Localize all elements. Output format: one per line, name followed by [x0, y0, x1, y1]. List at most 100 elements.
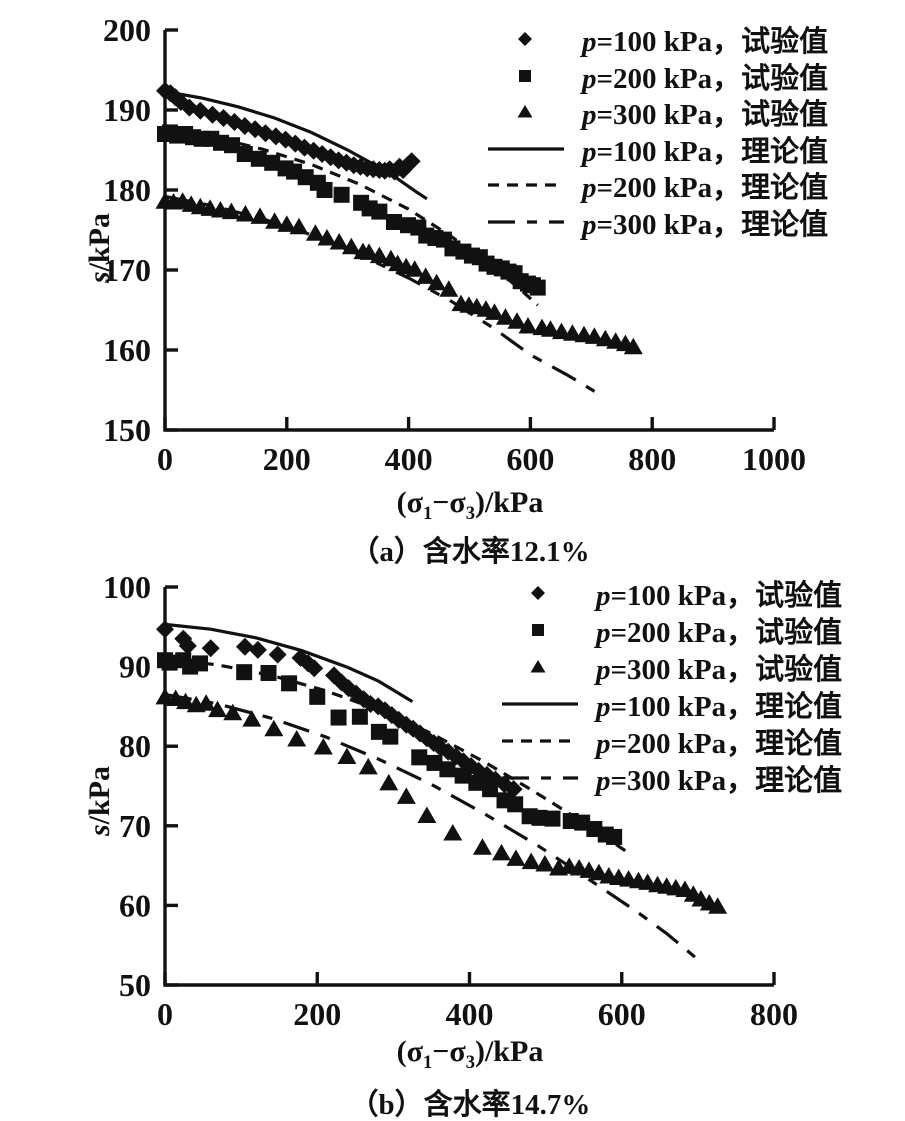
triangle-marker — [210, 201, 230, 218]
triangle-marker — [495, 308, 515, 325]
chart-b-series-5 — [164, 692, 703, 964]
triangle-marker — [265, 212, 285, 229]
triangle-marker — [551, 322, 571, 340]
triangle-marker — [472, 838, 492, 855]
triangle-marker — [562, 324, 582, 341]
square-marker — [192, 655, 209, 672]
solid-line — [164, 622, 414, 703]
square-marker — [333, 186, 350, 203]
triangle-marker — [396, 787, 416, 804]
square-marker — [531, 809, 548, 826]
square-marker — [529, 279, 546, 296]
square-marker — [309, 688, 326, 705]
chart-a-x-axis-title: (σ1−σ3)/kPa — [396, 486, 544, 524]
triangle-marker — [439, 280, 459, 297]
triangle-marker — [484, 303, 504, 320]
diamond-marker — [201, 639, 220, 658]
diamond-marker — [305, 659, 324, 678]
square-marker — [330, 709, 347, 726]
diamond-marker — [156, 620, 174, 639]
square-marker — [351, 708, 368, 725]
chart-a-y-axis-title: s/kPa — [83, 212, 116, 284]
triangle-marker — [518, 317, 538, 334]
x-tick-label: 600 — [598, 996, 646, 1032]
diamond-marker — [178, 636, 197, 655]
triangle-marker — [242, 710, 262, 727]
square-marker — [454, 767, 471, 784]
chart-b-series-2 — [155, 687, 728, 914]
triangle-marker — [427, 273, 447, 291]
triangle-marker — [337, 747, 357, 765]
triangle-marker — [379, 773, 399, 791]
triangle-marker — [443, 823, 463, 841]
triangle-marker — [491, 843, 511, 861]
square-marker — [236, 664, 253, 681]
x-tick-label: 200 — [293, 996, 341, 1032]
triangle-marker — [535, 855, 555, 872]
triangle-marker — [584, 327, 604, 344]
square-marker — [439, 761, 456, 778]
triangle-marker — [708, 897, 728, 914]
square-marker — [385, 214, 402, 230]
chart-b-caption: （b）含水率14.7% — [349, 1089, 591, 1121]
triangle-marker — [540, 320, 560, 337]
diamond-marker — [268, 645, 287, 664]
triangle-marker — [223, 703, 243, 721]
chart-a-series-4 — [164, 127, 539, 307]
chart-a: 150 160 170 180 190 200 0 200 400 600 800 1000 — [103, 12, 806, 477]
square-marker — [264, 154, 281, 171]
chart-a-series-5 — [164, 194, 602, 397]
square-marker — [236, 146, 253, 162]
chart-b-series-1 — [157, 652, 623, 845]
triangle-marker — [329, 233, 349, 250]
chart-b-y-axis-title: s/kPa — [83, 765, 116, 837]
x-tick-label: 600 — [506, 441, 554, 477]
diamond-marker — [402, 152, 421, 171]
triangle-marker — [405, 260, 425, 277]
y-tick-label: 70 — [119, 808, 151, 844]
triangle-marker — [506, 849, 526, 866]
y-tick-label: 80 — [119, 728, 151, 764]
y-tick-label: 160 — [103, 332, 151, 368]
square-marker — [316, 182, 333, 198]
square-marker — [411, 749, 428, 766]
x-tick-label: 1000 — [742, 441, 806, 477]
long-dash-line — [164, 194, 602, 397]
triangle-marker — [358, 757, 378, 775]
triangle-marker — [264, 719, 284, 737]
short-dash-line — [164, 127, 539, 307]
square-marker — [371, 203, 388, 220]
y-tick-label: 200 — [103, 12, 151, 48]
square-marker — [161, 654, 178, 671]
chart-a-series-1 — [157, 124, 546, 296]
chart-a-axes — [163, 30, 774, 432]
square-marker — [507, 796, 524, 813]
triangle-marker — [521, 852, 541, 870]
x-tick-label: 0 — [157, 996, 173, 1032]
chart-b-series-4 — [164, 657, 632, 856]
diamond-marker — [248, 640, 267, 659]
square-marker — [250, 150, 267, 167]
square-marker — [574, 814, 591, 831]
triangle-marker — [287, 730, 307, 747]
square-marker — [297, 169, 314, 186]
triangle-marker — [369, 246, 389, 264]
diamond-marker — [504, 780, 523, 799]
triangle-marker — [305, 224, 325, 241]
square-marker — [260, 664, 277, 681]
y-tick-label: 180 — [103, 172, 151, 208]
y-tick-label: 170 — [103, 252, 151, 288]
triangle-marker — [507, 312, 527, 329]
chart-a-caption: （a）含水率12.1% — [350, 536, 590, 568]
square-marker — [426, 754, 443, 771]
x-tick-label: 200 — [263, 441, 311, 477]
x-tick-label: 0 — [157, 441, 173, 477]
chart-b-x-axis-title: (σ1−σ3)/kPa — [396, 1035, 544, 1073]
triangle-marker — [313, 737, 333, 755]
y-tick-label: 50 — [119, 967, 151, 1003]
triangle-marker — [176, 692, 196, 710]
solid-line — [164, 90, 428, 201]
long-dash-line — [164, 692, 703, 964]
